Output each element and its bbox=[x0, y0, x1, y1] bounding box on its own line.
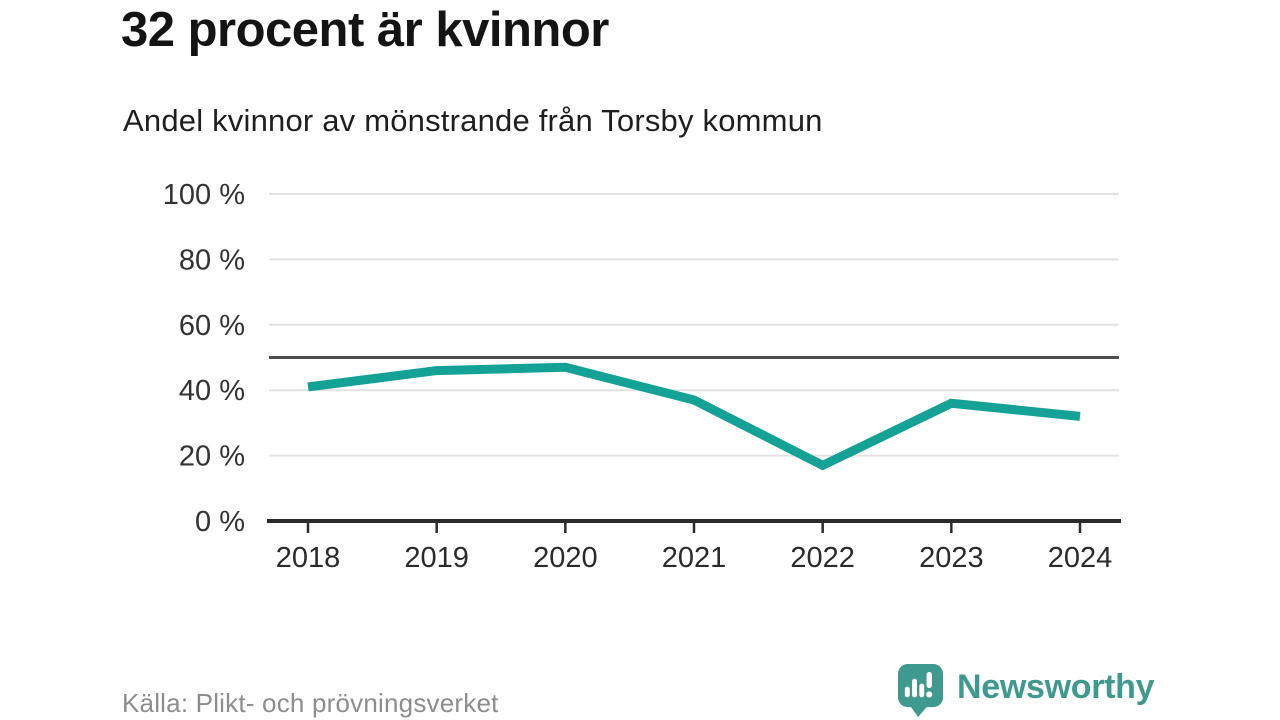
data-series-line bbox=[307, 362, 1081, 471]
x-tick-label: 2019 bbox=[404, 542, 469, 574]
x-tick-label: 2021 bbox=[662, 542, 727, 574]
newsworthy-logo: Newsworthy bbox=[897, 663, 1155, 718]
y-tick-label: 40 % bbox=[179, 375, 245, 407]
newsworthy-logo-icon bbox=[897, 664, 944, 717]
x-tick-label: 2023 bbox=[919, 542, 984, 574]
x-tick-label: 2024 bbox=[1048, 542, 1113, 574]
y-tick-label: 60 % bbox=[179, 310, 245, 342]
x-tick-label: 2022 bbox=[790, 542, 855, 574]
x-tick-label: 2020 bbox=[533, 542, 598, 574]
y-tick-label: 0 % bbox=[195, 506, 245, 538]
source-text: Källa: Plikt- och prövningsverket bbox=[122, 688, 499, 718]
page-title: 32 procent är kvinnor bbox=[121, 3, 609, 57]
y-tick-label: 100 % bbox=[163, 179, 245, 211]
newsworthy-wordmark: Newsworthy bbox=[957, 667, 1155, 706]
bar-chart-exclamation-glyph bbox=[904, 671, 933, 698]
y-tick-label: 20 % bbox=[179, 441, 245, 473]
y-tick-label: 80 % bbox=[179, 244, 245, 276]
chart-subtitle: Andel kvinnor av mönstrande från Torsby … bbox=[123, 103, 823, 138]
x-tick-label: 2018 bbox=[276, 542, 341, 574]
